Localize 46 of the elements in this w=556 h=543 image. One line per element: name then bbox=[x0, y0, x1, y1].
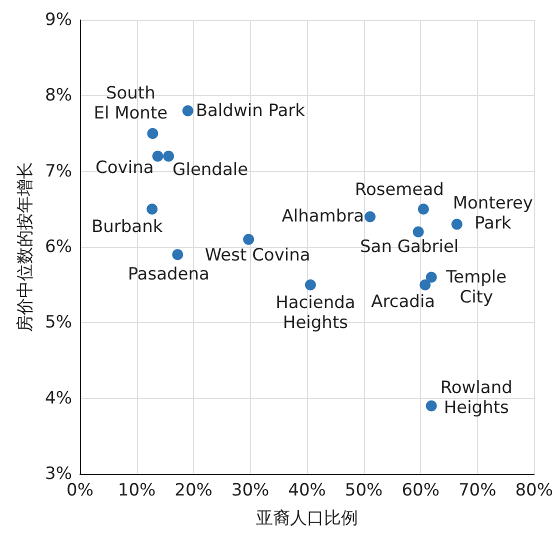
point bbox=[147, 128, 158, 139]
annotation: Arcadia bbox=[371, 292, 436, 312]
x-tick-label: 10% bbox=[118, 480, 156, 500]
x-tick-label: 40% bbox=[288, 480, 326, 500]
annotation: Pasadena bbox=[128, 264, 210, 285]
annotation: Rosemead bbox=[354, 180, 444, 200]
point bbox=[172, 249, 184, 260]
point bbox=[152, 150, 164, 162]
y-tick-label: 7% bbox=[45, 161, 72, 182]
y-tick-label: 5% bbox=[45, 312, 72, 333]
annotation: Alhambra bbox=[282, 206, 364, 227]
point bbox=[412, 226, 424, 238]
x-tick-label: 50% bbox=[344, 480, 383, 500]
annotation: Baldwin Park bbox=[196, 100, 306, 121]
y-tick-label: 6% bbox=[45, 237, 72, 257]
point bbox=[420, 279, 431, 290]
y-tick-label: 8% bbox=[45, 86, 72, 106]
point bbox=[163, 150, 174, 162]
point bbox=[364, 211, 376, 222]
x-axis-title: 亚裔人口比例 bbox=[256, 508, 358, 528]
x-tick-label: 80% bbox=[515, 480, 554, 500]
annotation: Glendale bbox=[172, 160, 248, 180]
point bbox=[426, 272, 437, 283]
annotation: South El Monte bbox=[94, 84, 168, 124]
x-tick-label: 20% bbox=[174, 480, 212, 500]
y-tick-label: 9% bbox=[45, 10, 72, 30]
annotation: Monterey Park bbox=[452, 193, 533, 234]
y-axis-title: 房价中位数的按年增长 bbox=[16, 162, 36, 332]
annotation: San Gabriel bbox=[360, 236, 459, 257]
annotation: Temple City bbox=[445, 267, 507, 308]
annotation: Rowland Heights bbox=[440, 378, 512, 418]
y-tick-label: 4% bbox=[45, 388, 72, 408]
annotation: West Covina bbox=[204, 245, 310, 266]
point bbox=[182, 105, 194, 116]
x-tick-label: 60% bbox=[402, 480, 440, 500]
x-tick-label: 30% bbox=[231, 480, 270, 500]
annotation: Covina bbox=[96, 158, 154, 178]
x-tick-label: 70% bbox=[458, 480, 496, 500]
annotation: Burbank bbox=[91, 217, 163, 238]
point bbox=[451, 218, 462, 230]
point bbox=[418, 204, 429, 215]
point bbox=[304, 279, 316, 290]
point bbox=[426, 400, 437, 412]
annotation: Hacienda Heights bbox=[276, 292, 356, 333]
point bbox=[243, 234, 254, 245]
point bbox=[146, 204, 158, 215]
